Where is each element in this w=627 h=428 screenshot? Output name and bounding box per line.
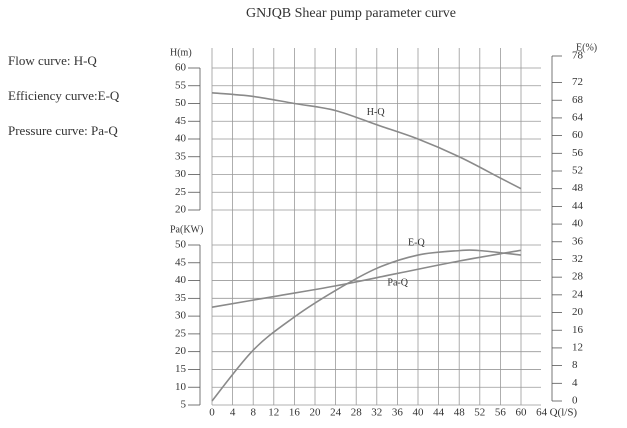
x-tick-label: 44 bbox=[433, 407, 445, 419]
y-tick-label: 10 bbox=[175, 381, 187, 393]
y2-tick-label: 64 bbox=[572, 111, 584, 123]
y-tick-label: 45 bbox=[175, 256, 187, 268]
y2-tick-label: 4 bbox=[572, 377, 578, 389]
y-tick-label: 50 bbox=[175, 239, 187, 251]
curve bbox=[211, 92, 522, 190]
x-tick-label: 64 bbox=[536, 407, 548, 419]
y2-tick-label: 78 bbox=[572, 50, 584, 62]
y2-tick-label: 36 bbox=[572, 235, 584, 247]
y2-tick-label: 60 bbox=[572, 129, 584, 141]
x-tick-label: 4 bbox=[230, 407, 236, 419]
curve-label: Pa-Q bbox=[387, 278, 408, 289]
y-tick-label: 20 bbox=[175, 345, 187, 357]
curve-label: H-Q bbox=[367, 107, 386, 118]
y2-axis-label: E(%) bbox=[576, 42, 597, 53]
y-tick-label: 30 bbox=[175, 310, 187, 322]
y-axis-label: H(m) bbox=[170, 47, 192, 58]
x-tick-label: 28 bbox=[351, 407, 363, 419]
x-tick-label: 56 bbox=[495, 407, 507, 419]
y-tick-label: 50 bbox=[175, 97, 187, 109]
y2-tick-label: 48 bbox=[572, 182, 584, 194]
note: Pressure curve: Pa-Q bbox=[8, 123, 118, 138]
y2-tick-label: 20 bbox=[572, 306, 584, 318]
y-tick-label: 5 bbox=[181, 399, 187, 411]
x-axis-label: Q(l/S) bbox=[550, 407, 578, 419]
y-tick-label: 45 bbox=[175, 115, 187, 127]
y-tick-label: 15 bbox=[175, 363, 187, 375]
y-tick-label: 35 bbox=[175, 292, 187, 304]
y2-tick-label: 12 bbox=[572, 341, 583, 353]
y2-tick-label: 0 bbox=[572, 395, 578, 407]
y-tick-label: 25 bbox=[175, 327, 187, 339]
y-tick-label: 35 bbox=[175, 150, 187, 162]
x-tick-label: 12 bbox=[268, 407, 279, 419]
y-tick-label: 20 bbox=[175, 204, 187, 216]
note: Flow curve: H-Q bbox=[8, 53, 97, 68]
x-tick-label: 20 bbox=[310, 407, 322, 419]
y2-tick-label: 16 bbox=[572, 324, 584, 336]
y-tick-label: 25 bbox=[175, 186, 187, 198]
x-tick-label: 48 bbox=[454, 407, 466, 419]
x-tick-label: 8 bbox=[250, 407, 256, 419]
x-tick-label: 24 bbox=[330, 407, 342, 419]
curve bbox=[211, 249, 522, 309]
x-tick-label: 0 bbox=[209, 407, 215, 419]
y-tick-label: 40 bbox=[175, 133, 187, 145]
y-tick-label: 40 bbox=[175, 274, 187, 286]
y-axis-label: Pa(KW) bbox=[170, 224, 203, 235]
curve bbox=[211, 249, 522, 402]
y2-tick-label: 28 bbox=[572, 271, 584, 283]
y-tick-label: 55 bbox=[175, 79, 187, 91]
x-tick-label: 52 bbox=[474, 407, 485, 419]
y2-tick-label: 24 bbox=[572, 288, 584, 300]
y2-tick-label: 56 bbox=[572, 147, 584, 159]
y2-tick-label: 68 bbox=[572, 94, 584, 106]
x-tick-label: 60 bbox=[516, 407, 528, 419]
y-tick-label: 30 bbox=[175, 168, 187, 180]
y2-tick-label: 44 bbox=[572, 200, 584, 212]
chart-title: GNJQB Shear pump parameter curve bbox=[246, 6, 456, 21]
x-tick-label: 36 bbox=[392, 407, 404, 419]
y2-tick-label: 40 bbox=[572, 218, 584, 230]
x-tick-label: 40 bbox=[413, 407, 425, 419]
y2-tick-label: 32 bbox=[572, 253, 583, 265]
x-tick-label: 32 bbox=[371, 407, 382, 419]
y2-tick-label: 52 bbox=[572, 165, 583, 177]
y-tick-label: 60 bbox=[175, 62, 187, 74]
x-tick-label: 16 bbox=[289, 407, 301, 419]
y2-tick-label: 8 bbox=[572, 359, 578, 371]
curve-label: E-Q bbox=[408, 237, 425, 248]
plot: H-Q E-Q Pa-Q bbox=[211, 92, 522, 402]
grid bbox=[188, 48, 562, 406]
y2-tick-label: 72 bbox=[572, 76, 583, 88]
note: Efficiency curve:E-Q bbox=[8, 88, 120, 103]
